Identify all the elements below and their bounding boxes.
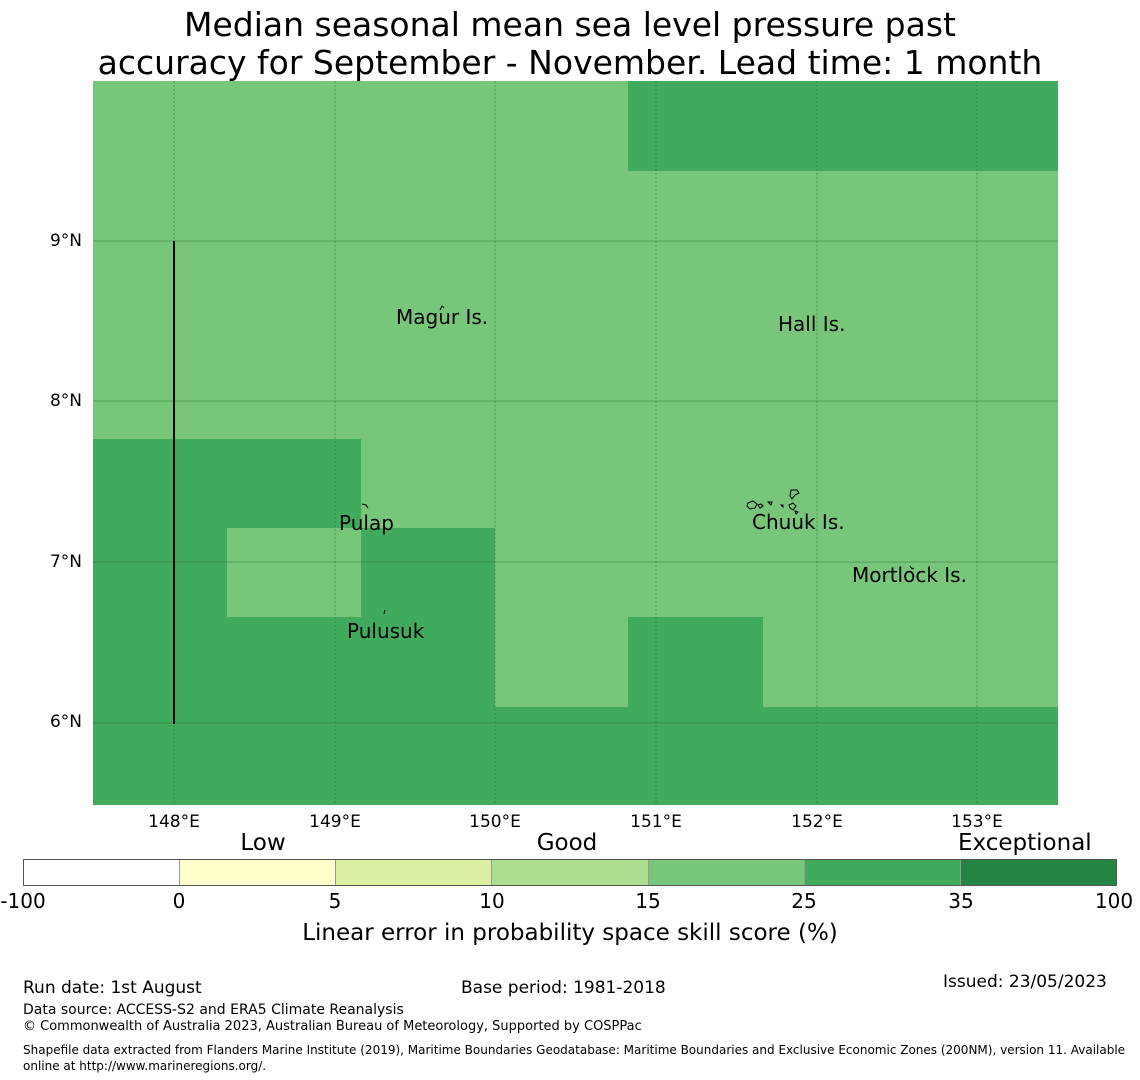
island-outline: [361, 503, 369, 509]
colorbar-category-good: Good: [536, 830, 598, 856]
island-outline: [789, 489, 800, 500]
skill-cell: [93, 707, 1058, 805]
colorbar-category-low: Low: [240, 830, 286, 856]
colorbar-tick: 5: [328, 889, 342, 913]
graticule: [93, 81, 1058, 805]
colorbar-segment: [24, 860, 181, 885]
colorbar-tick: 10: [479, 889, 505, 913]
lon-label-152e: 152°E: [791, 812, 843, 832]
colorbar-segment: [960, 860, 1116, 885]
lon-label-149e: 149°E: [309, 812, 361, 832]
island-outline: [439, 305, 445, 311]
place-label-pulap: Pulap: [339, 511, 394, 535]
colorbar-segment: [492, 860, 649, 885]
colorbar-tick: 0: [172, 889, 186, 913]
lat-label-9n: 9°N: [49, 231, 82, 251]
colorbar-segment: [648, 860, 805, 885]
colorbar-tick: 100: [1094, 889, 1134, 913]
colorbar-tick: 25: [791, 889, 817, 913]
colorbar-segment: [804, 860, 961, 885]
skill-cell: [628, 617, 763, 707]
skill-cell: [93, 528, 227, 617]
island-outline: [746, 500, 758, 510]
island-outline: [383, 609, 386, 615]
lon-label-148e: 148°E: [148, 812, 200, 832]
lon-label-151e: 151°E: [630, 812, 682, 832]
skill-cell: [93, 439, 361, 528]
skill-map: [93, 81, 1058, 805]
colorbar-tick: 35: [948, 889, 974, 913]
colorbar-tick: -100: [0, 889, 46, 913]
chart-title-line-2: accuracy for September - November. Lead …: [97, 43, 1043, 82]
place-label-mortlock: Mortlock Is.: [852, 563, 967, 587]
skill-cell: [227, 528, 361, 617]
skill-cells: [93, 81, 1058, 805]
shapefile-credit: Shapefile data extracted from Flanders M…: [23, 1043, 1126, 1073]
skill-cell: [361, 528, 495, 617]
colorbar-category-exceptional: Exceptional: [958, 830, 1092, 856]
lat-label-7n: 7°N: [49, 552, 82, 572]
island-outline: [779, 504, 784, 509]
island-outline: [788, 502, 797, 511]
run-date: Run date: 1st August: [23, 978, 202, 998]
island-outline: [794, 510, 799, 515]
island-outline: [909, 565, 915, 570]
skill-cell: [628, 81, 1058, 171]
chart-title-line-1: Median seasonal mean sea level pressure …: [184, 5, 956, 44]
place-label-chuuk: Chuuk Is.: [752, 510, 845, 534]
base-period: Base period: 1981-2018: [461, 978, 666, 998]
issued-date: Issued: 23/05/2023: [943, 972, 1107, 992]
lat-label-8n: 8°N: [49, 391, 82, 411]
lat-label-6n: 6°N: [49, 712, 82, 732]
data-source: Data source: ACCESS-S2 and ERA5 Climate …: [23, 1002, 404, 1018]
place-label-hall: Hall Is.: [778, 312, 846, 336]
island-outline: [766, 501, 773, 506]
skill-cell: [93, 617, 495, 707]
colorbar-tick: 15: [635, 889, 661, 913]
copyright-notice: © Commonwealth of Australia 2023, Austra…: [23, 1019, 642, 1034]
place-label-magur: Magur Is.: [396, 305, 489, 329]
lon-label-153e: 153°E: [951, 812, 1003, 832]
island-outlines: [361, 305, 915, 615]
colorbar-segment: [336, 860, 493, 885]
island-outline: [757, 503, 764, 509]
place-label-pulusuk: Pulusuk: [347, 619, 425, 643]
colorbar-label: Linear error in probability space skill …: [302, 920, 838, 946]
colorbar-segment: [180, 860, 337, 885]
colorbar: [23, 859, 1117, 886]
lon-label-150e: 150°E: [469, 812, 521, 832]
